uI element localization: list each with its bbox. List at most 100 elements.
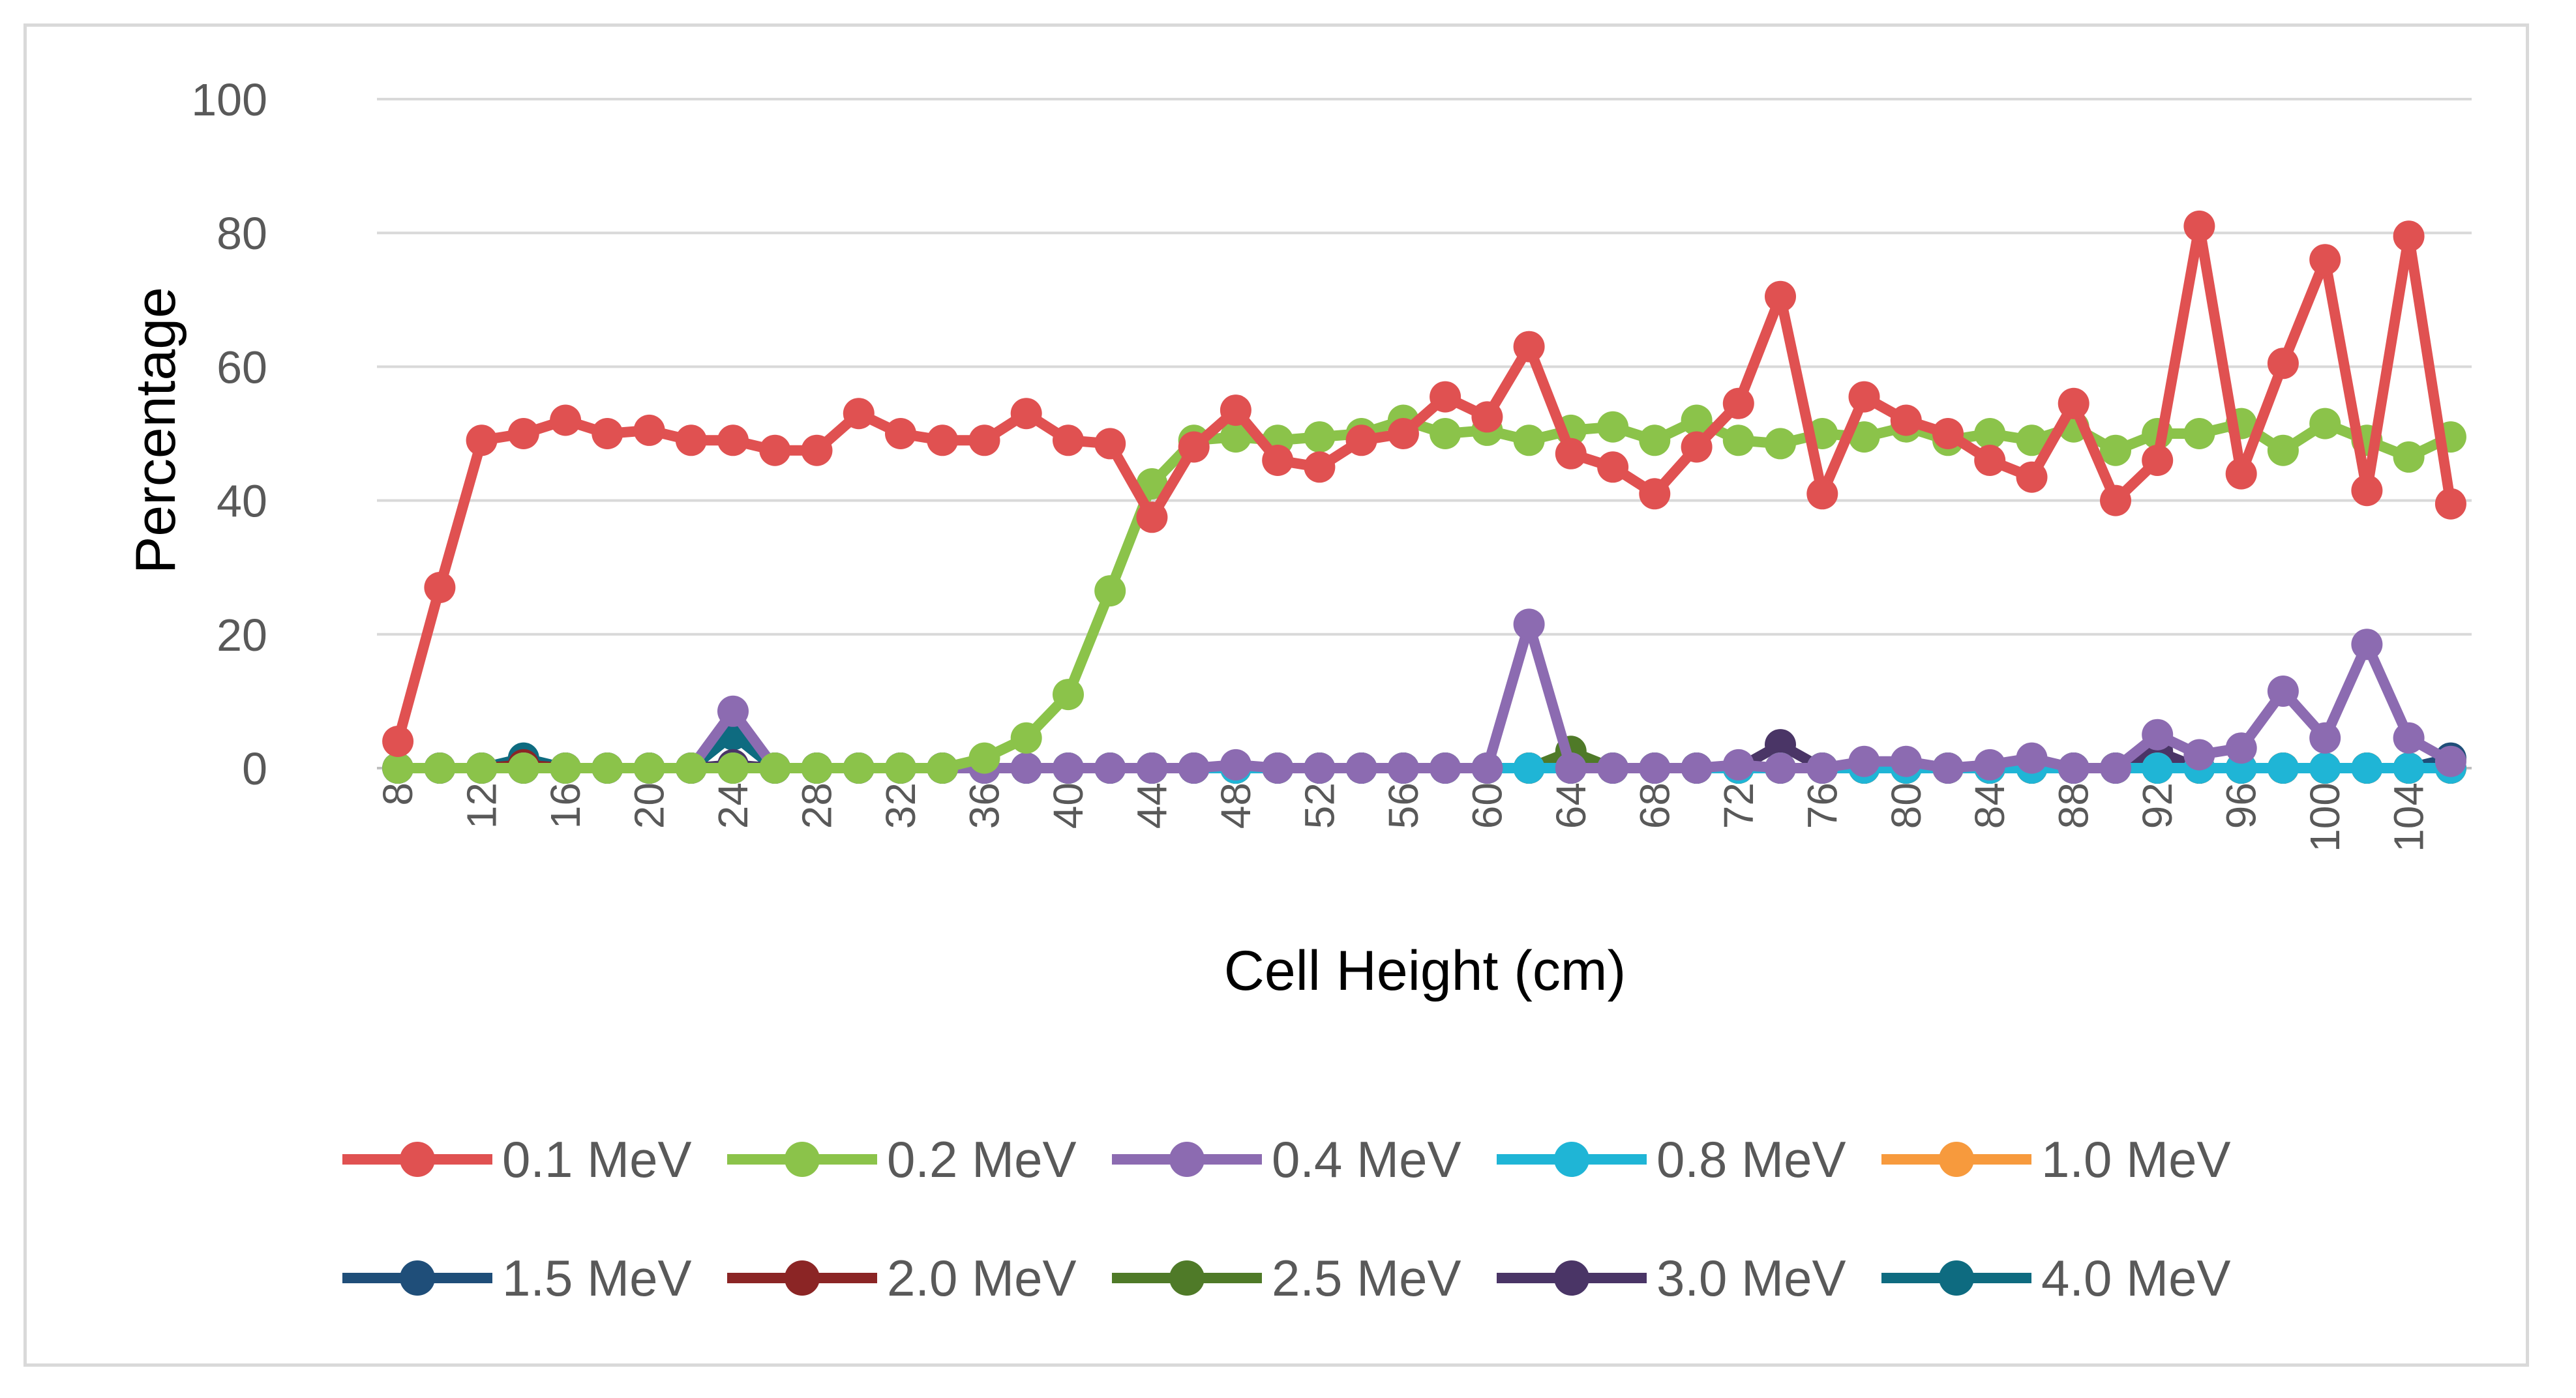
data-point (1597, 752, 1629, 784)
data-point (1932, 752, 1964, 784)
data-point (1765, 428, 1796, 460)
data-point (1178, 752, 1210, 784)
data-point (1639, 424, 1671, 456)
data-point (1262, 445, 1294, 476)
x-tick-label: 64 (1548, 782, 1595, 829)
x-axis-title: Cell Height (cm) (1224, 940, 1626, 1002)
series-0-1-mev (382, 210, 2466, 757)
legend-entry: 0.4 MeV (1112, 1131, 1461, 1188)
data-point (382, 726, 414, 757)
data-point (1430, 381, 1461, 413)
legend-label: 3.0 MeV (1656, 1249, 1846, 1307)
x-tick-label: 24 (710, 782, 756, 829)
data-point (1681, 752, 1713, 784)
data-point (2225, 458, 2257, 490)
x-tick-label: 32 (877, 782, 924, 829)
legend-swatch-marker (1939, 1142, 1974, 1177)
data-point (1974, 445, 2006, 476)
x-tick-label: 20 (626, 782, 673, 829)
legend-entry: 1.0 MeV (1881, 1131, 2230, 1188)
y-tick-label: 80 (217, 208, 267, 259)
legend-swatch-marker (400, 1260, 435, 1296)
data-point (1681, 404, 1713, 436)
x-tick-label: 100 (2301, 782, 2348, 852)
series-lines (382, 210, 2466, 784)
data-point (1304, 451, 1336, 483)
legend-entry: 0.8 MeV (1497, 1131, 1846, 1188)
data-point (2309, 408, 2341, 439)
data-point (1513, 424, 1545, 456)
legend-swatch-marker (1169, 1260, 1205, 1296)
y-tick-label: 20 (217, 610, 267, 661)
data-point (801, 752, 833, 784)
data-point (759, 434, 791, 466)
data-point (1220, 394, 1251, 426)
data-point (1136, 752, 1168, 784)
data-point (2351, 629, 2383, 661)
data-point (2309, 722, 2341, 754)
data-point (717, 424, 749, 456)
data-point (1765, 729, 1796, 761)
data-point (1722, 387, 1754, 419)
data-point (843, 752, 875, 784)
data-point (1094, 575, 1126, 607)
data-point (2142, 445, 2174, 476)
data-point (885, 752, 916, 784)
data-point (1387, 418, 1419, 449)
data-point (2058, 752, 2089, 784)
data-point (675, 424, 707, 456)
x-tick-label: 104 (2386, 782, 2433, 852)
data-point (927, 424, 959, 456)
data-point (968, 424, 1000, 456)
data-point (1471, 752, 1503, 784)
data-point (1806, 752, 1838, 784)
data-point (2100, 752, 2131, 784)
x-tick-label: 8 (374, 782, 421, 806)
x-tick-label: 52 (1296, 782, 1343, 829)
data-point (1304, 752, 1336, 784)
data-point (1220, 421, 1251, 453)
data-point (1136, 501, 1168, 533)
data-point (1178, 431, 1210, 463)
data-point (2016, 742, 2048, 774)
data-point (466, 752, 498, 784)
data-point (1345, 424, 1377, 456)
legend-swatch-marker (785, 1260, 820, 1296)
data-point (2393, 722, 2425, 754)
data-point (675, 752, 707, 784)
legend-swatch-marker (1169, 1142, 1205, 1177)
data-point (1471, 401, 1503, 433)
data-point (1010, 752, 1042, 784)
data-point (633, 414, 665, 446)
data-point (717, 695, 749, 727)
data-point (2434, 745, 2466, 777)
x-tick-label: 88 (2050, 782, 2097, 829)
legend-entry: 0.1 MeV (342, 1131, 691, 1188)
x-tick-label: 60 (1463, 782, 1510, 829)
data-point (2183, 418, 2215, 449)
legend-swatch-marker (1939, 1260, 1974, 1296)
data-point (1681, 431, 1713, 463)
legend-label: 0.1 MeV (502, 1131, 691, 1188)
x-tick-label: 44 (1128, 782, 1175, 829)
data-point (1848, 421, 1880, 453)
data-point (1053, 424, 1084, 456)
data-point (1932, 418, 1964, 449)
data-point (1094, 752, 1126, 784)
chart-frame (23, 23, 2529, 1367)
data-point (1806, 478, 1838, 510)
data-point (1513, 608, 1545, 640)
data-point (592, 418, 623, 449)
data-point (2434, 488, 2466, 520)
data-point (2016, 424, 2048, 456)
data-point (1136, 468, 1168, 499)
data-point (507, 752, 539, 784)
legend-entry: 1.5 MeV (342, 1249, 691, 1307)
series-0-2-mev (382, 404, 2466, 784)
data-point (968, 742, 1000, 774)
x-tick-label: 12 (458, 782, 505, 829)
data-point (1262, 752, 1294, 784)
x-tick-label: 80 (1883, 782, 1930, 829)
series-line (393, 619, 2456, 773)
data-point (1639, 752, 1671, 784)
